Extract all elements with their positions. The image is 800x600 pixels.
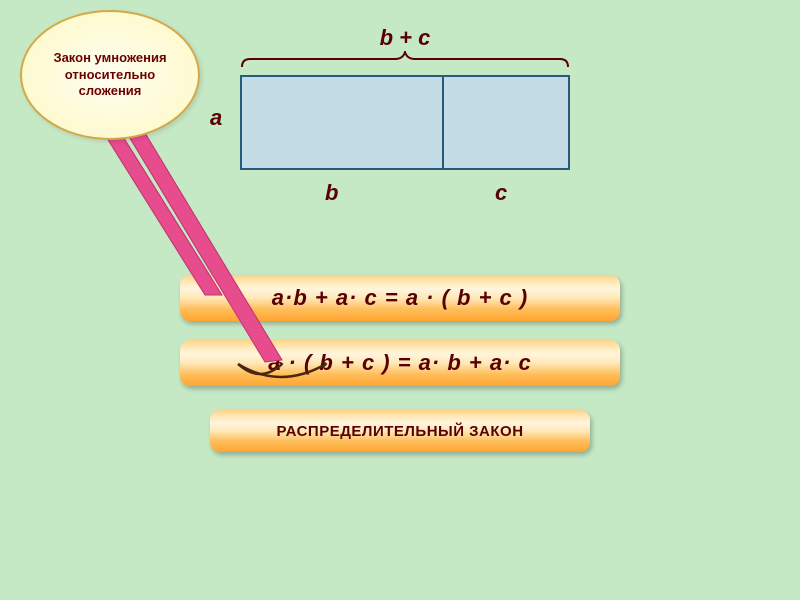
brace-icon bbox=[240, 51, 570, 69]
rect-segment-c bbox=[444, 77, 568, 168]
callout-text: Закон умножения относительно сложения bbox=[37, 50, 183, 101]
law-name-box: РАСПРЕДЕЛИТЕЛЬНЫЙ ЗАКОН bbox=[210, 410, 590, 452]
rect-segment-b bbox=[242, 77, 444, 168]
formula-1-text: a·b + a· c = a · ( b + c ) bbox=[272, 285, 528, 311]
label-b: b bbox=[325, 180, 338, 206]
callout-bubble: Закон умножения относительно сложения bbox=[20, 10, 200, 140]
diagram-top-label: b + c bbox=[240, 25, 570, 51]
label-c: c bbox=[495, 180, 507, 206]
rectangle-diagram: b + c a b c bbox=[240, 45, 570, 225]
label-a: a bbox=[210, 105, 222, 131]
formula-box-1: a·b + a· c = a · ( b + c ) bbox=[180, 275, 620, 321]
distribution-arcs bbox=[230, 362, 380, 387]
rectangle bbox=[240, 75, 570, 170]
law-name-text: РАСПРЕДЕЛИТЕЛЬНЫЙ ЗАКОН bbox=[276, 423, 523, 440]
